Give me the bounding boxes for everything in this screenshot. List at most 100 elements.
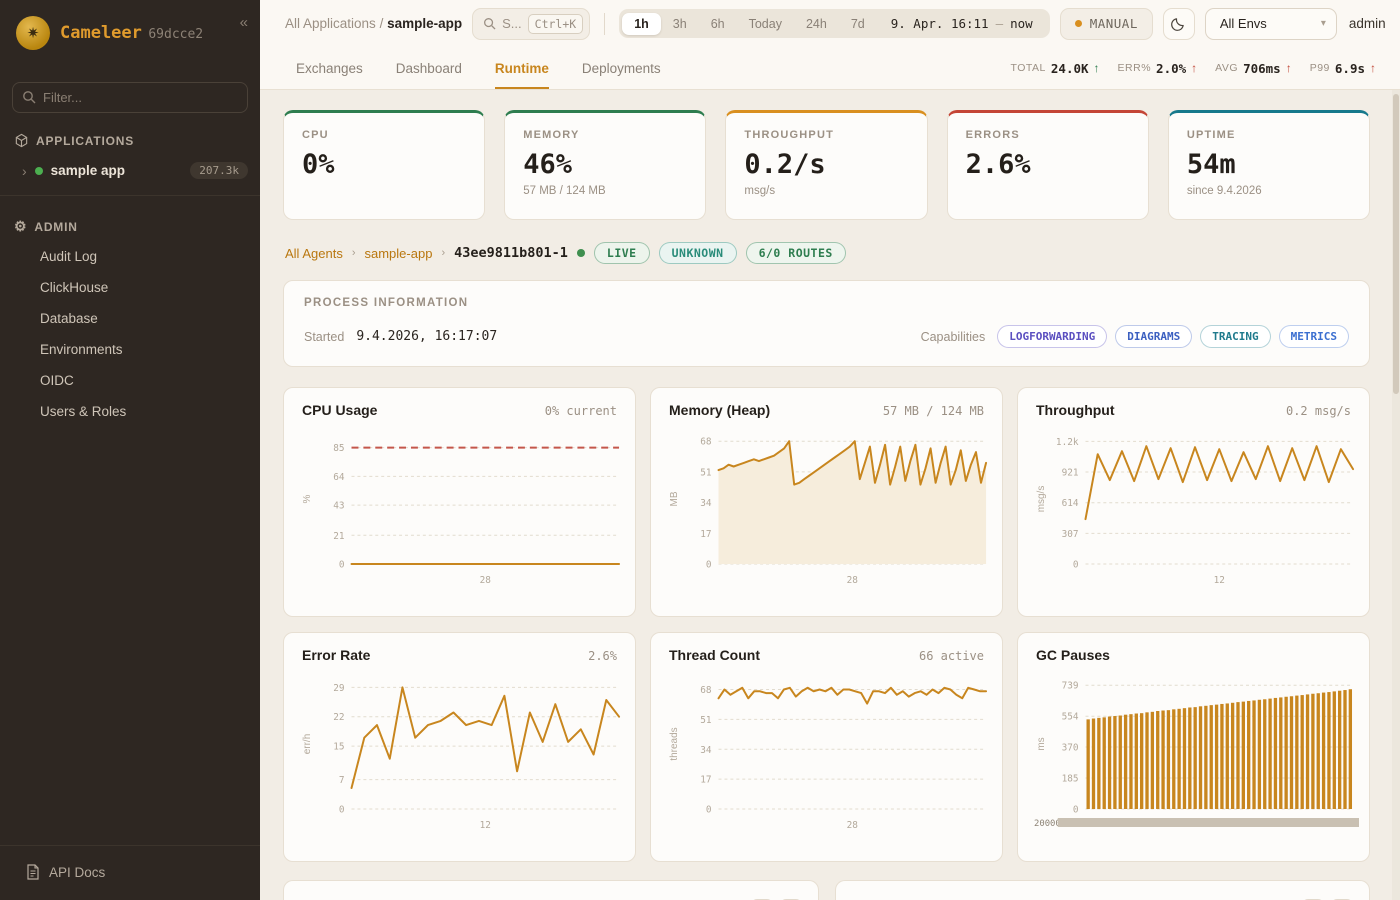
capabilities: Capabilities LOGFORWARDING DIAGRAMS TRAC… <box>921 325 1349 348</box>
chart-title: CPU Usage <box>302 402 378 418</box>
sidebar-divider <box>0 845 260 846</box>
stat-label: P99 <box>1309 62 1330 74</box>
time-range-24h[interactable]: 24h <box>805 16 827 31</box>
chevron-right-icon: › <box>441 247 446 259</box>
gear-icon: ⚙ <box>14 218 28 234</box>
time-range-7d[interactable]: 7d <box>850 16 865 31</box>
stat-p99: P99 6.9s ↑ <box>1310 61 1376 76</box>
svg-text:554: 554 <box>1062 712 1079 723</box>
metric-cards-row: CPU 0% MEMORY 46% 57 MB / 124 MB THROUGH… <box>283 110 1371 220</box>
agent-id: 43ee9811b801-1 <box>454 245 568 261</box>
tab-deployments[interactable]: Deployments <box>581 60 661 76</box>
stat-value: 2.0% <box>1156 60 1187 76</box>
trend-up-icon: ↑ <box>1285 61 1292 75</box>
sidebar-item-database[interactable]: Database <box>40 311 98 326</box>
app-name: sample app <box>50 163 125 178</box>
sidebar-collapse-button[interactable]: « <box>239 14 248 31</box>
metric-card-throughput: THROUGHPUT 0.2/s msg/s <box>725 110 928 220</box>
sidebar-item-clickhouse[interactable]: ClickHouse <box>40 280 109 295</box>
chart-current-value: 66 active <box>918 649 984 663</box>
sidebar-header: ✷ Cameleer 69dcce2 « <box>0 0 260 64</box>
svg-text:1.2k: 1.2k <box>1056 437 1079 448</box>
tab-exchanges[interactable]: Exchanges <box>296 60 363 76</box>
main-area: All Applications / sample-app S... Ctrl+… <box>260 0 1400 900</box>
svg-text:28: 28 <box>847 820 859 831</box>
started-value: 9.4.2026, 16:17:07 <box>356 329 498 344</box>
capability-logforwarding: LOGFORWARDING <box>997 325 1108 348</box>
breadcrumb-current: sample-app <box>387 16 463 31</box>
svg-text:0: 0 <box>339 559 345 570</box>
svg-text:21: 21 <box>333 531 345 542</box>
page-scrollbar[interactable] <box>1392 90 1400 900</box>
sidebar-item-sample-app[interactable]: › sample app 207.3k <box>0 154 260 187</box>
svg-text:17: 17 <box>700 775 711 786</box>
admin-label: ADMIN <box>34 219 78 234</box>
svg-text:68: 68 <box>700 437 712 448</box>
sidebar-item-users-roles[interactable]: Users & Roles <box>40 404 127 419</box>
tab-dashboard[interactable]: Dashboard <box>395 60 462 76</box>
date-range-display[interactable]: 9. Apr. 16:11 — now <box>877 12 1047 35</box>
error-rate-chart: 0 7 15 22 29 err/h 12 <box>302 683 621 831</box>
agent-breadcrumb: All Agents › sample-app › 43ee9811b801-1… <box>285 242 1370 264</box>
scrollbar-thumb[interactable] <box>1393 94 1399 394</box>
timeline-panel: Timeline 4 events ↓ ⟳ <box>834 880 1370 900</box>
manual-refresh-button[interactable]: MANUAL <box>1059 7 1153 40</box>
sidebar-item-audit-log[interactable]: Audit Log <box>40 249 98 264</box>
logo-icon[interactable]: ✷ <box>16 16 50 50</box>
svg-text:7: 7 <box>339 775 345 786</box>
memory-heap-chart-card: Memory (Heap) 57 MB / 124 MB 0 17 34 51 68 MB… <box>650 387 1003 617</box>
agent-app-link[interactable]: sample-app <box>364 245 433 261</box>
svg-text:370: 370 <box>1062 742 1079 753</box>
charts-grid: CPU Usage 0% current 0 21 43 64 85% 28 Memory… <box>283 387 1370 862</box>
time-range-6h[interactable]: 6h <box>710 16 725 31</box>
search-shortcut-kbd: Ctrl+K <box>527 13 584 34</box>
api-docs-label: API Docs <box>49 864 106 880</box>
time-range-1h[interactable]: 1h <box>622 12 661 35</box>
throughput-chart-card: Throughput 0.2 msg/s 0 307 614 921 1.2k msg/s… <box>1017 387 1370 617</box>
time-range-today[interactable]: Today <box>748 16 782 31</box>
env-select[interactable]: All Envs ▾ <box>1204 7 1337 40</box>
metric-sub: since 9.4.2026 <box>1186 185 1262 197</box>
user-menu[interactable]: admin <box>1348 16 1386 31</box>
svg-text:34: 34 <box>700 498 712 509</box>
all-agents-link[interactable]: All Agents <box>285 245 343 261</box>
search-icon <box>484 18 496 30</box>
tab-runtime[interactable]: Runtime <box>494 47 549 89</box>
date-from: 9. Apr. 16:11 <box>890 16 989 31</box>
topbar: All Applications / sample-app S... Ctrl+… <box>260 0 1400 47</box>
svg-text:ms: ms <box>1036 737 1047 750</box>
svg-text:51: 51 <box>700 467 712 478</box>
metric-label: ERRORS <box>965 129 1020 141</box>
moon-icon <box>1171 18 1185 31</box>
chart-current-value: 2.6% <box>588 649 617 663</box>
svg-text:51: 51 <box>700 715 712 726</box>
chevron-right-icon[interactable]: › <box>22 162 27 179</box>
topbar-divider <box>604 12 606 35</box>
stat-err: ERR% 2.0% ↑ <box>1118 61 1198 76</box>
thread-count-chart-card: Thread Count 66 active 0 17 34 51 68 threads 2… <box>650 632 1003 862</box>
capability-tracing: TRACING <box>1200 325 1271 348</box>
metric-label: UPTIME <box>1186 129 1236 141</box>
sidebar-filter-input[interactable] <box>12 82 248 113</box>
gc-pauses-chart-card: GC Pauses 0185370554739ms200000000000 <box>1017 632 1370 862</box>
dark-mode-toggle[interactable] <box>1162 7 1195 40</box>
started-label: Started <box>304 329 345 344</box>
metric-sub: 57 MB / 124 MB <box>523 185 606 197</box>
chart-title: Thread Count <box>669 647 760 663</box>
applications-label: APPLICATIONS <box>36 133 135 148</box>
global-search[interactable]: S... Ctrl+K <box>472 7 591 40</box>
metric-label: THROUGHPUT <box>744 129 835 141</box>
metric-card-cpu: CPU 0% <box>283 110 486 220</box>
stat-value: 706ms <box>1243 60 1281 76</box>
sidebar-item-api-docs[interactable]: API Docs <box>0 854 260 890</box>
breadcrumb-parent[interactable]: All Applications <box>285 16 376 31</box>
metric-value: 46% <box>523 149 572 180</box>
svg-text:MB: MB <box>669 491 680 506</box>
error-rate-chart-card: Error Rate 2.6% 0 7 15 22 29 err/h 12 <box>283 632 636 862</box>
time-range-3h[interactable]: 3h <box>672 16 687 31</box>
package-icon <box>15 133 28 148</box>
sidebar-item-environments[interactable]: Environments <box>40 342 123 357</box>
stat-label: ERR% <box>1117 62 1152 74</box>
cpu-usage-chart-card: CPU Usage 0% current 0 21 43 64 85% 28 <box>283 387 636 617</box>
sidebar-item-oidc[interactable]: OIDC <box>40 373 74 388</box>
